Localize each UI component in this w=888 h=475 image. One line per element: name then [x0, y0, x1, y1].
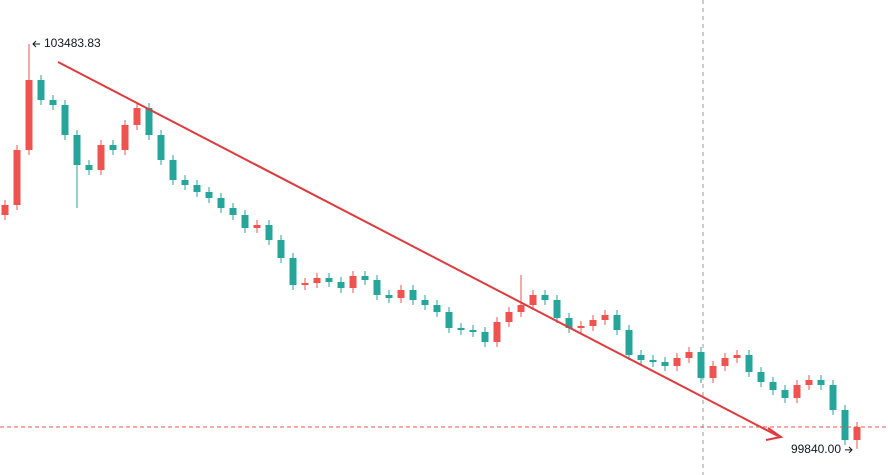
candle-body — [841, 410, 849, 440]
candle-body — [757, 372, 765, 382]
candle-body — [133, 108, 141, 125]
candle-body — [637, 355, 645, 360]
candle-body — [265, 225, 273, 240]
candle-body — [613, 315, 621, 330]
candle-body — [445, 312, 453, 328]
candle-body — [517, 305, 525, 312]
candle-body — [673, 358, 681, 366]
candle-body — [253, 225, 261, 228]
candle-body — [373, 280, 381, 295]
candle-body — [853, 427, 861, 440]
candle-body — [697, 352, 705, 378]
candle-body — [25, 80, 33, 150]
candle-body — [337, 282, 345, 288]
candle-body — [385, 295, 393, 298]
candle-body — [205, 192, 213, 198]
candle-body — [289, 258, 297, 285]
candle-body — [1, 205, 9, 215]
candle-body — [229, 208, 237, 215]
candle-body — [325, 278, 333, 282]
candle-body — [577, 326, 585, 328]
candle-body — [817, 380, 825, 385]
candle-body — [601, 315, 609, 320]
candle-body — [157, 135, 165, 160]
candle-body — [361, 276, 369, 280]
candle-body — [73, 135, 81, 165]
candle-body — [61, 105, 69, 135]
trend-arrow — [765, 427, 784, 441]
candle-body — [193, 185, 201, 192]
candle-body — [529, 295, 537, 305]
candle-body — [301, 283, 309, 285]
candle-body — [217, 198, 225, 208]
candle-body — [181, 180, 189, 185]
candle-body — [469, 330, 477, 332]
candle-body — [721, 358, 729, 366]
candle-body — [49, 100, 57, 105]
candle-body — [313, 278, 321, 283]
trend-line — [57, 61, 779, 437]
candle-body — [169, 160, 177, 180]
candle-body — [505, 312, 513, 322]
candle-body — [13, 150, 21, 205]
candle-body — [589, 320, 597, 326]
candle-body — [805, 380, 813, 385]
candle-body — [769, 382, 777, 390]
candle-body — [241, 215, 249, 228]
candle-body — [781, 390, 789, 398]
candle-body — [277, 240, 285, 258]
max-label: 103483.83 — [44, 36, 101, 50]
candle-body — [145, 108, 153, 135]
candle-body — [457, 328, 465, 330]
candle-body — [793, 385, 801, 398]
candle-body — [85, 165, 93, 170]
candle-body — [685, 352, 693, 358]
candle-body — [481, 332, 489, 342]
candle-body — [409, 290, 417, 300]
candle-body — [829, 385, 837, 410]
candle-body — [541, 295, 549, 300]
candle-body — [565, 318, 573, 328]
candle-body — [433, 305, 441, 312]
candle-body — [709, 366, 717, 378]
candle-body — [397, 290, 405, 298]
candle-body — [553, 300, 561, 318]
candle-body — [661, 362, 669, 366]
candle-body — [625, 330, 633, 355]
candle-body — [121, 125, 129, 150]
max-arrow — [32, 40, 40, 48]
candle-body — [493, 322, 501, 342]
candle-body — [421, 300, 429, 305]
candle-body — [745, 355, 753, 372]
candle-body — [733, 355, 741, 358]
candle-body — [349, 276, 357, 288]
candle-body — [97, 145, 105, 170]
min-label: 99840.00 — [791, 442, 841, 456]
min-arrow — [845, 446, 853, 454]
candle-body — [37, 80, 45, 100]
candle-body — [109, 145, 117, 150]
candles — [1, 44, 861, 449]
candle-body — [649, 360, 657, 362]
